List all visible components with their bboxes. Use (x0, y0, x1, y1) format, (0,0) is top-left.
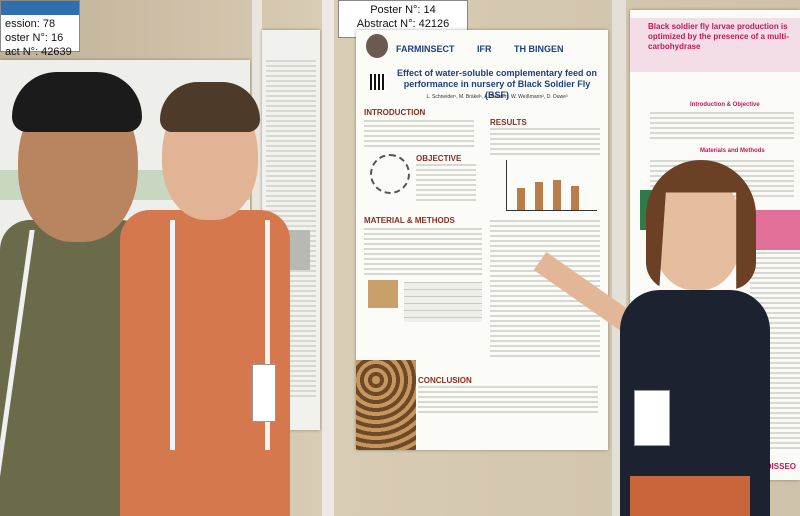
author-photo (366, 34, 388, 58)
introduction-text (364, 120, 474, 150)
poster-title: Effect of water-soluble complementary fe… (396, 68, 598, 100)
poster-authors: L. Schneider¹, M. Bräkel¹, A. Hanzer¹, W… (426, 94, 568, 100)
section-conclusion: CONCLUSION (418, 376, 472, 385)
right-intro-text (650, 112, 794, 142)
results-bar (535, 182, 543, 210)
left-tag-abstract: act N°: 42639 (5, 46, 72, 58)
right-poster-footer: ADISSEO (760, 462, 797, 471)
right-table-pink (750, 210, 800, 250)
left-tag-poster: oster N°: 16 (5, 32, 64, 44)
person-middle-body (120, 210, 290, 516)
board-frame-mid (322, 0, 334, 516)
section-methods: MATERIAL & METHODS (364, 216, 455, 225)
conclusion-text (418, 386, 598, 416)
qr-code (370, 74, 386, 90)
center-tag-abstract: Abstract N°: 42126 (356, 18, 450, 30)
methods-table (404, 282, 482, 322)
center-tag-poster: Poster N°: 14 (370, 4, 436, 16)
person-right (533, 160, 780, 516)
person-left-hair (12, 72, 142, 132)
logo-thbingen: TH BINGEN (514, 44, 564, 54)
section-introduction: INTRODUCTION (364, 108, 426, 117)
main-poster: FARMINSECT IFR TH BINGEN Effect of water… (356, 30, 608, 450)
diagram-circle (370, 154, 410, 194)
main-poster-logos: FARMINSECT IFR TH BINGEN (396, 44, 601, 58)
right-poster-title-bar (630, 18, 800, 72)
right-section-methods: Materials and Methods (700, 148, 765, 154)
person-middle (120, 80, 290, 516)
section-objective: OBJECTIVE (416, 154, 462, 163)
logo-farminsect: FARMINSECT (396, 44, 455, 54)
methods-text (364, 228, 482, 278)
larvae-photo-small (368, 280, 398, 308)
larvae-photo (356, 360, 416, 450)
right-section-intro: Introduction & Objective (690, 102, 760, 108)
right-poster-title: Black soldier fly larvae production is o… (648, 22, 789, 51)
results-bar (517, 188, 525, 210)
results-text (490, 128, 600, 156)
person-right-badge (634, 390, 670, 446)
results-bar (571, 186, 579, 210)
section-results: RESULTS (490, 118, 527, 127)
left-tag-session: ession: 78 (5, 18, 56, 30)
logo-ifr: IFR (477, 44, 492, 54)
objective-text (416, 164, 476, 204)
results-bar-chart (506, 160, 597, 211)
left-poster-tag: ession: 78 oster N°: 16 act N°: 42639 (0, 0, 80, 58)
left-tag-header (1, 1, 79, 15)
person-middle-lanyard (170, 220, 270, 450)
person-middle-hair (160, 82, 260, 132)
person-right-pants (630, 476, 750, 516)
results-bar (553, 180, 561, 210)
person-middle-badge (252, 364, 276, 422)
